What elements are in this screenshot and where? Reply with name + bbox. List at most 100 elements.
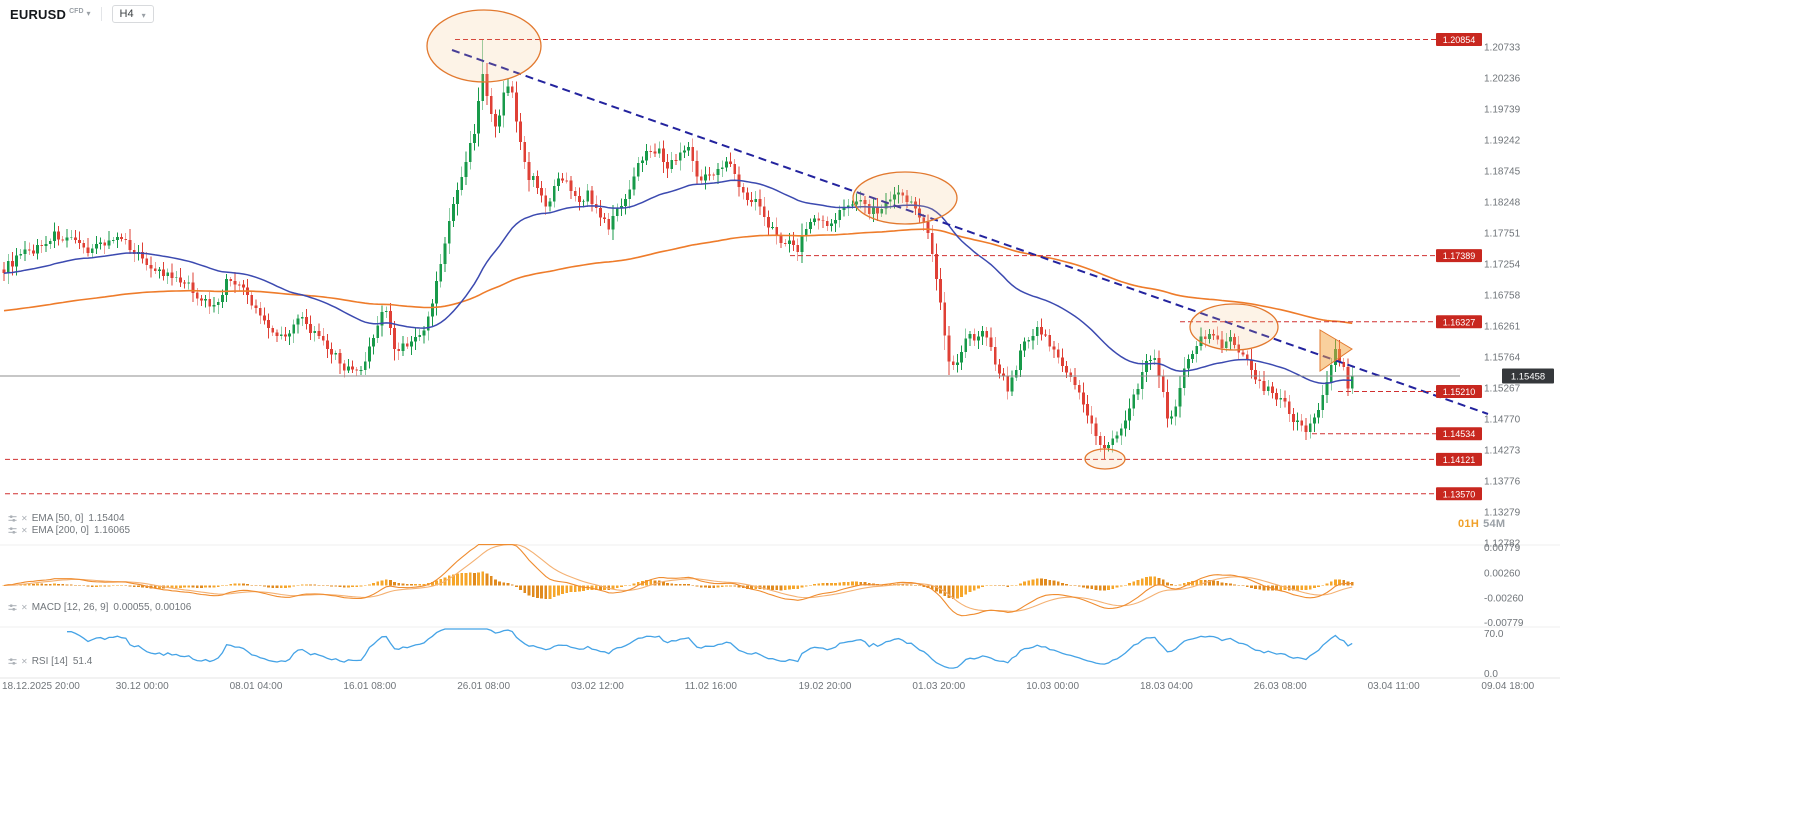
price-level-tag-text: 1.13570 [1443,489,1476,499]
price-level-tag-text: 1.20854 [1443,35,1476,45]
price-axis-label: 1.14770 [1484,414,1521,425]
macd-axis-label: -0.00779 [1484,618,1524,629]
indicator-legend-ema50: ✕ EMA [50, 0] 1.15404 [8,513,125,524]
indicator-settings-icon[interactable] [8,526,17,535]
support-resistance-levels[interactable]: 1.20854 1.17389 1.16327 1.15210 1.14534 1.141… [5,33,1482,501]
time-axis-label: 19.02 20:00 [798,681,852,692]
symbol-type-label: CFD [69,7,84,15]
pennant-annotation [1319,329,1353,372]
price-axis-label: 1.19739 [1484,105,1521,116]
price-axis-label: 1.18248 [1484,198,1521,209]
current-price-tag-text: 1.15458 [1511,372,1545,383]
ellipse-annotation [852,171,958,225]
indicator-settings-icon[interactable] [8,657,17,666]
ema200-line [3,228,1353,325]
macd-histogram [2,571,1354,600]
indicator-remove-icon[interactable]: ✕ [21,656,28,666]
rsi-axis-label: 70.0 [1484,629,1504,640]
candlestick-series [2,39,1354,460]
rsi-line [67,628,1353,669]
ellipse-annotation [1084,448,1126,470]
current-price-tag [1502,368,1554,384]
indicator-settings-icon[interactable] [8,603,17,612]
time-axis-label: 16.01 08:00 [343,681,397,692]
price-level-tag-text: 1.15210 [1443,387,1476,397]
price-level-tag-text: 1.14534 [1443,429,1476,439]
price-level-tag [1436,427,1482,441]
macd-axis-label: -0.00260 [1484,594,1524,605]
rsi-axis-label: 0.0 [1484,669,1498,680]
ema200-value: 1.16065 [93,525,131,536]
price-level-tag-text: 1.16327 [1443,317,1476,327]
price-axis-label: 1.16758 [1484,290,1521,301]
ema50-label: EMA [50, 0] [31,513,84,524]
indicator-settings-icon[interactable] [8,514,17,523]
price-level-tag [1436,249,1482,263]
indicator-remove-icon[interactable]: ✕ [21,525,28,535]
annotations[interactable] [426,9,1353,470]
price-level-tag [1436,315,1482,329]
time-axis-label: 26.03 08:00 [1253,681,1307,692]
indicator-legend-macd: ✕ MACD [12, 26, 9] 0.00055, 0.00106 [8,602,191,613]
price-level-tag [1436,385,1482,398]
time-axis-label: 03.02 12:00 [571,681,624,692]
toolbar-divider [100,7,102,21]
time-axis-label: 10.03 00:00 [1026,681,1080,692]
price-level-tag-text: 1.14121 [1443,455,1476,465]
ema50-line [3,179,1353,385]
indicator-legend-ema200: ✕ EMA [200, 0] 1.16065 [8,525,130,536]
price-axis-label: 1.14273 [1484,445,1521,456]
macd-value: 0.00055, 0.00106 [113,602,192,613]
chart-area[interactable]: 1.20854 1.17389 1.16327 1.15210 1.14534 1.141… [0,0,1566,700]
price-axis-label: 1.20733 [1484,43,1521,54]
time-axis-label: 09.04 18:00 [1481,681,1535,692]
indicator-remove-icon[interactable]: ✕ [21,602,28,612]
price-level-tag [1436,487,1482,501]
ellipse-annotation [1189,303,1279,351]
countdown-minutes: 54M [1483,518,1506,530]
chart-canvas: 1.20854 1.17389 1.16327 1.15210 1.14534 1.141… [0,9,1560,680]
price-axis-label: 1.15764 [1484,352,1521,363]
macd-axis-label: 0.00260 [1484,569,1521,580]
price-level-tag-text: 1.17389 [1443,251,1476,261]
timeframe-label: H4 [119,8,134,20]
symbol-selector[interactable]: EURUSD CFD ▾ [10,7,91,22]
timeframe-selector[interactable]: H4 ▾ [111,5,154,23]
price-axis-label: 1.19242 [1484,136,1521,147]
time-axis-label: 03.04 11:00 [1367,681,1420,692]
symbol-name: EURUSD [10,6,67,22]
time-axis-label: 18.12.2025 20:00 [2,681,80,692]
indicator-remove-icon[interactable]: ✕ [21,513,28,523]
time-axis-label: 26.01 08:00 [457,681,511,692]
countdown-hours: 01H [1458,518,1480,530]
price-level-tag [1436,452,1482,466]
ellipse-annotation [426,9,542,83]
time-axis-label: 08.01 04:00 [229,681,283,692]
price-axis-label: 1.13279 [1484,507,1521,518]
ema50-value: 1.15404 [88,513,125,524]
chevron-down-icon: ▾ [141,10,146,20]
time-axis-label: 30.12 00:00 [115,681,169,692]
price-axis-label: 1.15267 [1484,383,1521,394]
rsi-value: 51.4 [72,656,93,667]
chevron-down-icon: ▾ [86,8,91,18]
price-axis-label: 1.20236 [1484,74,1521,85]
rsi-label: RSI [14] [31,656,68,667]
time-axis-label: 01.03 20:00 [912,681,966,692]
price-axis-label: 1.17254 [1484,260,1521,271]
price-axis-label: 1.18745 [1484,167,1521,178]
macd-axis-label: 0.00779 [1484,543,1521,554]
price-axis-label: 1.12782 [1484,538,1521,549]
price-level-tag [1436,33,1482,46]
time-axis-label: 18.03 04:00 [1140,681,1193,692]
macd-signal-line [3,544,1353,612]
price-axis-label: 1.17751 [1484,229,1521,240]
macd-label: MACD [12, 26, 9] [31,602,109,613]
time-axis[interactable]: 18.12.2025 20:00 30.12 00:00 08.01 04:00 16… [0,681,1566,697]
chart-toolbar: EURUSD CFD ▾ H4 ▾ [10,5,154,23]
indicator-legend-rsi: ✕ RSI [14] 51.4 [8,656,92,667]
price-axis[interactable]: 1.20733 1.20236 1.19739 1.19242 1.18745 1.182… [1484,43,1521,550]
price-axis-label: 1.16261 [1484,321,1521,332]
descending-trendline[interactable] [451,49,1489,415]
